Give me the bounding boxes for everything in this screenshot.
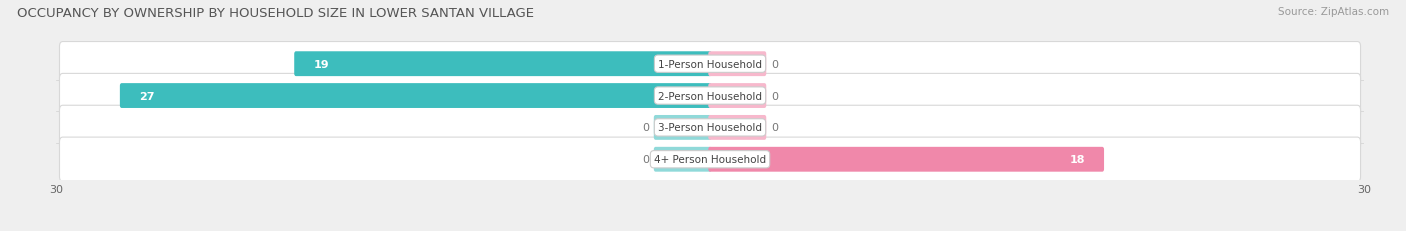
FancyBboxPatch shape xyxy=(654,147,711,172)
Text: 3-Person Household: 3-Person Household xyxy=(658,123,762,133)
Text: 27: 27 xyxy=(139,91,155,101)
Text: 18: 18 xyxy=(1070,155,1085,164)
FancyBboxPatch shape xyxy=(709,147,1104,172)
Text: 0: 0 xyxy=(770,59,778,69)
FancyBboxPatch shape xyxy=(59,137,1361,182)
FancyBboxPatch shape xyxy=(709,116,766,140)
FancyBboxPatch shape xyxy=(120,84,711,109)
Text: 0: 0 xyxy=(643,123,650,133)
Text: Source: ZipAtlas.com: Source: ZipAtlas.com xyxy=(1278,7,1389,17)
Text: 0: 0 xyxy=(770,91,778,101)
FancyBboxPatch shape xyxy=(59,106,1361,150)
Text: OCCUPANCY BY OWNERSHIP BY HOUSEHOLD SIZE IN LOWER SANTAN VILLAGE: OCCUPANCY BY OWNERSHIP BY HOUSEHOLD SIZE… xyxy=(17,7,534,20)
FancyBboxPatch shape xyxy=(654,116,711,140)
Text: 4+ Person Household: 4+ Person Household xyxy=(654,155,766,164)
Text: 0: 0 xyxy=(770,123,778,133)
Text: 1-Person Household: 1-Person Household xyxy=(658,59,762,69)
FancyBboxPatch shape xyxy=(709,52,766,77)
Legend: Owner-occupied, Renter-occupied: Owner-occupied, Renter-occupied xyxy=(592,228,828,231)
Text: 2-Person Household: 2-Person Household xyxy=(658,91,762,101)
FancyBboxPatch shape xyxy=(59,74,1361,118)
Text: 0: 0 xyxy=(643,155,650,164)
FancyBboxPatch shape xyxy=(59,42,1361,86)
Text: 19: 19 xyxy=(314,59,329,69)
FancyBboxPatch shape xyxy=(294,52,711,77)
FancyBboxPatch shape xyxy=(709,84,766,109)
